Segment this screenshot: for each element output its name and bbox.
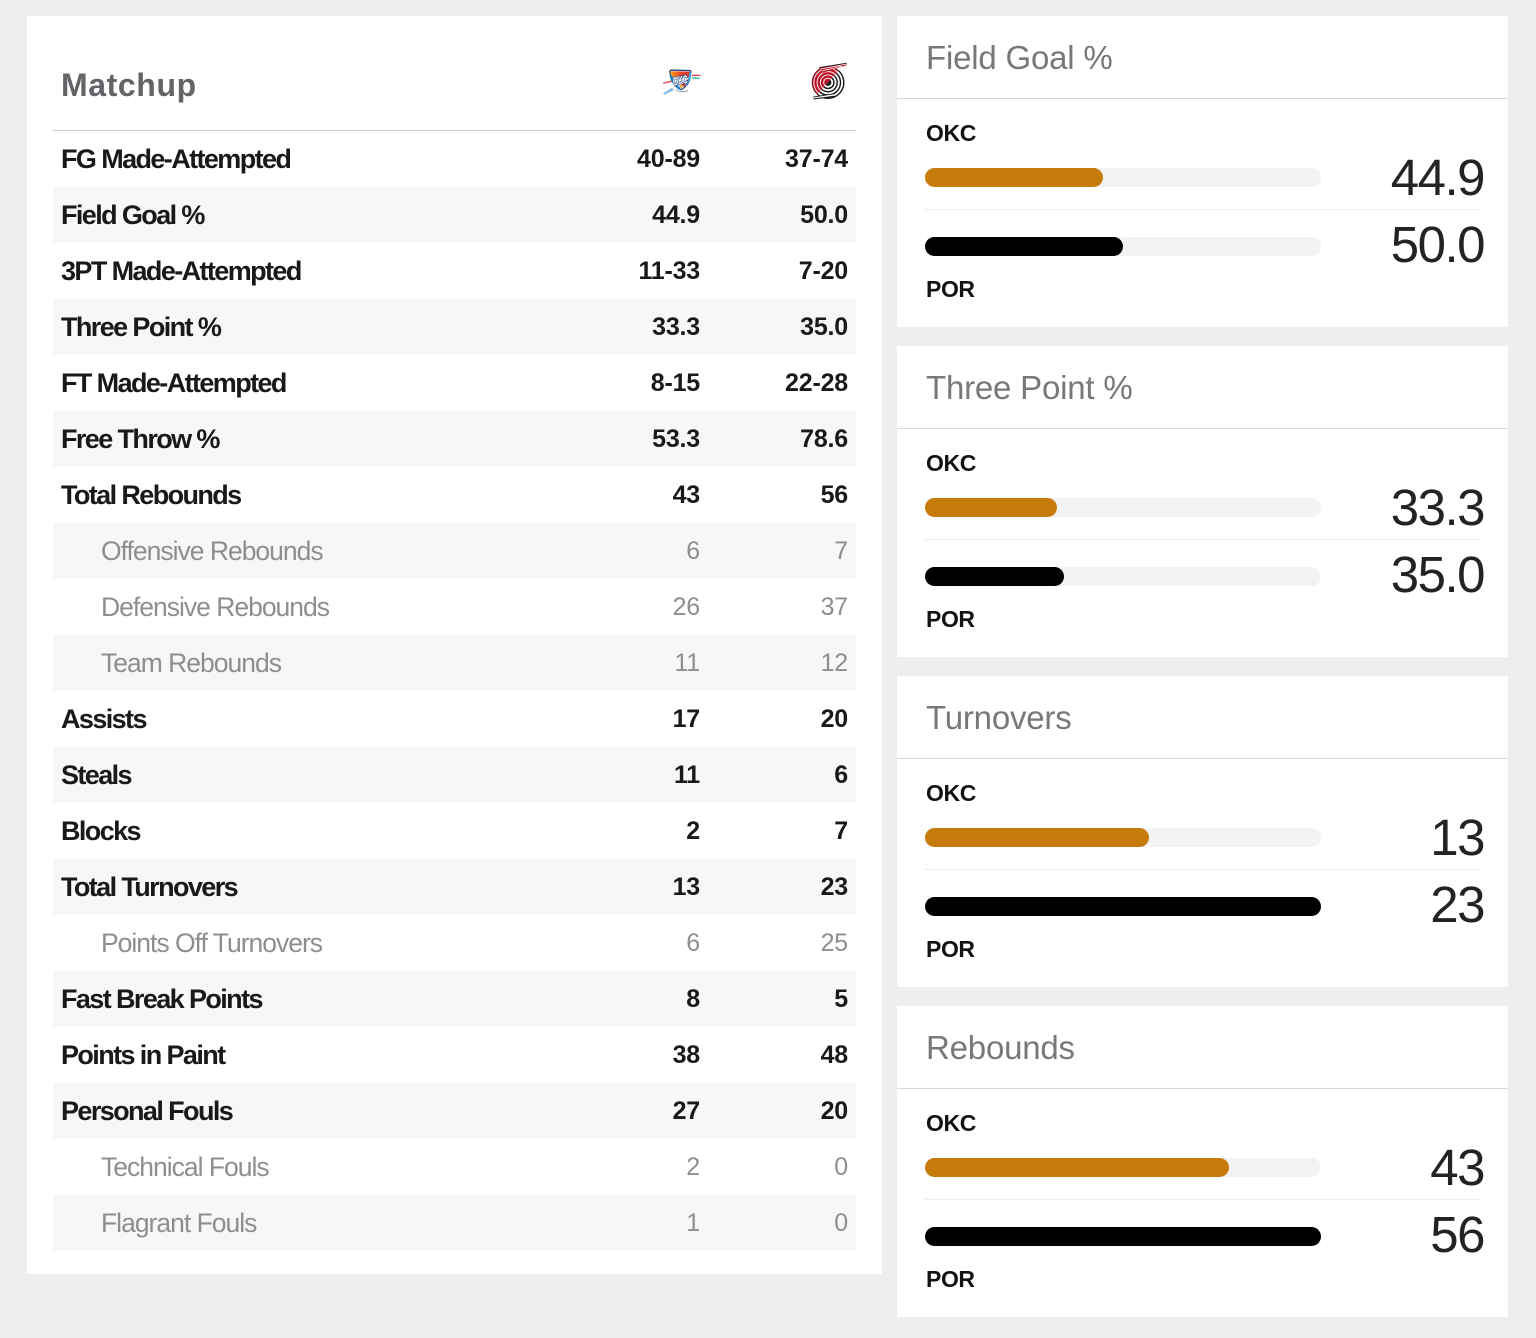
svg-text:OKC: OKC — [672, 72, 689, 88]
